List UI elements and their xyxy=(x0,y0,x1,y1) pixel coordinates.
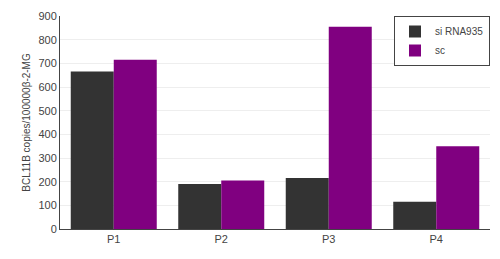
svg-text:900: 900 xyxy=(38,10,56,22)
svg-text:sc: sc xyxy=(435,45,445,56)
svg-text:P2: P2 xyxy=(215,233,228,245)
svg-text:400: 400 xyxy=(38,128,56,140)
svg-text:700: 700 xyxy=(38,57,56,69)
svg-text:300: 300 xyxy=(38,152,56,164)
svg-text:si RNA935: si RNA935 xyxy=(435,26,483,37)
svg-text:P3: P3 xyxy=(322,233,335,245)
svg-text:P4: P4 xyxy=(430,233,443,245)
svg-text:100: 100 xyxy=(38,199,56,211)
svg-text:BCL11B copies/100000β-2-MG: BCL11B copies/100000β-2-MG xyxy=(21,53,32,192)
svg-text:P1: P1 xyxy=(107,233,120,245)
svg-text:200: 200 xyxy=(38,176,56,188)
svg-text:0: 0 xyxy=(51,223,57,235)
svg-text:500: 500 xyxy=(38,105,56,117)
svg-text:600: 600 xyxy=(38,81,56,93)
svg-text:800: 800 xyxy=(38,34,56,46)
